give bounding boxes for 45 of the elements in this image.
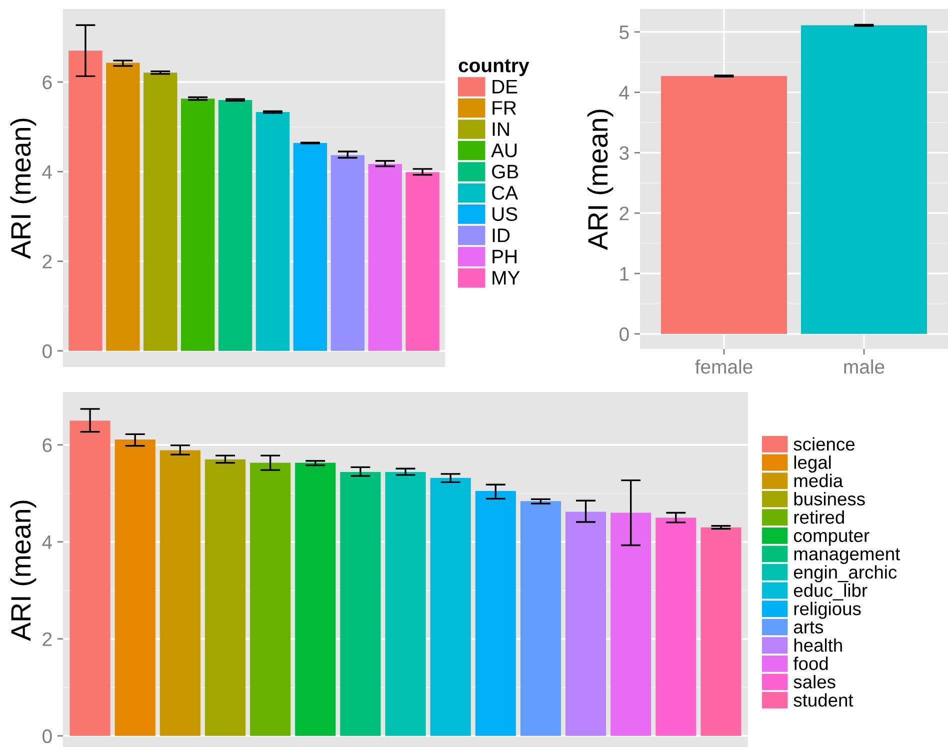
y-tick-label: 4 [619,86,630,100]
y-tick-label: 2 [42,632,52,646]
legend-label: PH [492,250,516,264]
legend-label: retired [794,510,844,524]
y-tick-label: 2 [620,206,629,220]
y-axis-title: ARI (mean) [10,500,36,641]
legend-label: management [794,548,900,564]
legend-label: CA [492,186,518,200]
legend-label: GB [492,164,518,178]
legend-label: engin_archic [794,565,897,582]
legend-label: legal [794,455,831,473]
legend-label: media [794,474,844,488]
y-axis-title: ARI (mean) [10,118,36,259]
legend-label: computer [794,530,870,546]
legend-label: science [794,437,855,451]
y-tick-label: 3 [620,146,629,160]
legend-label: US [492,207,518,221]
legend-label: student [794,693,854,707]
legend-label: educ_libr [794,583,868,600]
y-tick-label: 5 [620,26,629,40]
legend-label: religious [794,602,861,619]
legend-label: DE [492,80,518,94]
x-tick-label: male [844,359,884,374]
y-tick-label: 0 [42,344,52,358]
y-tick-label: 6 [42,438,52,452]
legend-label: FR [492,101,516,115]
x-tick-label: female [695,359,752,374]
y-tick-label: 6 [42,76,52,90]
legend-label: food [793,656,828,670]
y-tick-label: 0 [620,327,629,342]
legend-label: business [794,492,865,506]
legend-label: MY [492,271,520,285]
legend-label: AU [491,144,517,158]
legend-title: country [458,59,530,76]
legend-label: arts [794,622,824,634]
y-tick-label: 0 [42,729,52,744]
y-tick-label: 4 [42,536,52,549]
legend-label: ID [492,228,510,242]
y-tick-label: 4 [42,165,52,179]
legend-label: sales [794,674,836,688]
y-tick-label: 1 [620,267,629,281]
legend-label: IN [492,122,509,136]
legend-label: health [794,638,842,652]
y-axis-title: ARI (mean) [587,110,614,250]
y-tick-label: 2 [42,254,52,268]
